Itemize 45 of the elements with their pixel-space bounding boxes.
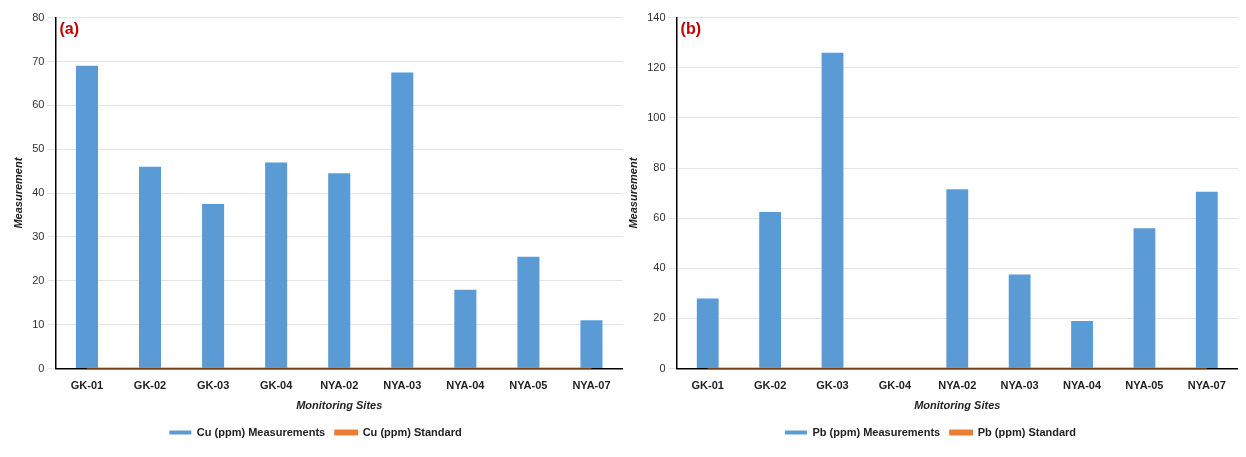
y-tick-label: 40 <box>32 186 45 199</box>
y-tick-label: 20 <box>32 273 45 286</box>
y-tick-label: 60 <box>32 98 45 111</box>
x-tick-label: NYA-04 <box>446 379 486 392</box>
x-tick-label: GK-03 <box>816 379 849 392</box>
y-tick-label: 80 <box>32 10 45 23</box>
y-tick-label: 20 <box>653 311 666 324</box>
x-tick-label: NYA-03 <box>1000 379 1039 392</box>
y-tick-label: 60 <box>653 211 666 224</box>
x-tick-label: NYA-04 <box>1062 379 1102 392</box>
x-tick-label: NYA-07 <box>1187 379 1226 392</box>
x-tick-label: GK-03 <box>196 379 230 392</box>
x-tick-label: NYA-02 <box>938 379 977 392</box>
y-tick-label: 70 <box>32 54 45 67</box>
x-tick-label: GK-02 <box>133 379 167 392</box>
legend-label: Pb (ppm) Measurements <box>812 425 941 438</box>
y-tick-label: 30 <box>32 230 45 243</box>
x-axis-title: Monitoring Sites <box>296 399 383 412</box>
x-tick-label: NYA-03 <box>383 379 422 392</box>
annotation: (a) <box>59 20 79 38</box>
y-tick-label: 140 <box>647 10 666 23</box>
x-tick-label: NYA-07 <box>572 379 611 392</box>
x-tick-label: GK-02 <box>753 379 787 392</box>
x-tick-label: GK-04 <box>878 379 912 392</box>
y-tick-label: 120 <box>647 60 666 73</box>
y-axis-title: Measurement <box>11 156 24 229</box>
y-tick-label: 50 <box>32 142 45 155</box>
x-axis-title: Monitoring Sites <box>914 399 1001 412</box>
y-tick-label: 40 <box>653 261 666 274</box>
y-tick-label: 0 <box>659 361 666 374</box>
y-tick-label: 80 <box>653 161 666 174</box>
y-axis-title: Measurement <box>626 156 639 229</box>
annotation: (b) <box>680 20 701 38</box>
legend-label: Pb (ppm) Standard <box>977 425 1077 438</box>
legend-label: Cu (ppm) Measurements <box>196 425 326 438</box>
x-tick-label: NYA-05 <box>509 379 548 392</box>
legend-label: Cu (ppm) Standard <box>362 425 462 438</box>
x-tick-label: GK-01 <box>70 379 104 392</box>
x-tick-label: NYA-02 <box>320 379 359 392</box>
x-tick-label: NYA-05 <box>1125 379 1164 392</box>
x-tick-label: GK-04 <box>259 379 294 392</box>
y-tick-label: 0 <box>38 361 45 374</box>
x-tick-label: GK-01 <box>691 379 724 392</box>
y-tick-label: 10 <box>32 317 45 330</box>
y-tick-label: 100 <box>647 110 666 123</box>
